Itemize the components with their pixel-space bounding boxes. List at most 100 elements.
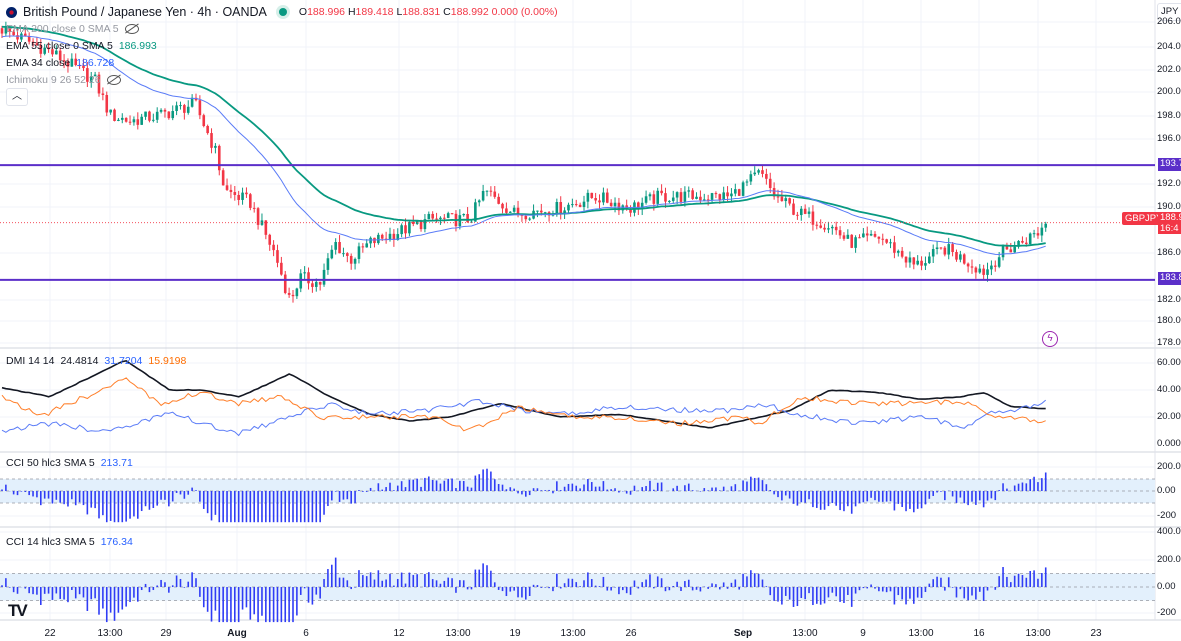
candle-body [737,189,741,196]
cci14-legend[interactable]: CCI 14 hlc3 SMA 5 176.34 [6,536,133,548]
ema55-legend[interactable]: EMA 55 close 0 SMA 5 186.993 [6,40,157,52]
candle-body [838,230,842,236]
candle-body [854,237,857,248]
candle-body [831,226,834,229]
candle-body [598,200,601,203]
cci50-legend[interactable]: CCI 50 hlc3 SMA 5 213.71 [6,457,133,469]
candle-body [144,111,147,117]
ichimoku-legend[interactable]: Ichimoku 9 26 52 26 [6,74,121,86]
candle-body [753,172,757,175]
candle-body [935,247,939,250]
candle-body [322,269,326,285]
candle-body [990,265,993,270]
dmi-legend[interactable]: DMI 14 14 24.4814 31.7204 15.9198 [6,355,187,367]
ema200-legend[interactable]: EMA 200 close 0 SMA 5 [6,23,139,35]
candle-body [369,237,372,244]
candle-body [326,258,330,270]
candle-body [489,190,493,192]
candle-body [132,119,136,123]
hidden-eye-icon[interactable] [106,75,121,85]
price-tick: 204.0 [1157,41,1181,52]
dmi-tick: 60.00 [1157,357,1181,368]
candle-body [396,234,400,240]
candle-body [726,192,729,197]
candle-body [586,192,590,202]
candle-body [551,214,555,216]
candle-body [287,292,291,295]
cci50-tick: 0.00 [1157,485,1176,496]
candle-body [124,117,128,122]
candle-body [1028,233,1032,245]
candle-body [171,111,175,119]
candle-body [299,273,303,289]
candle-body [66,61,70,67]
candle-body [431,213,434,219]
candle-body [702,199,706,201]
time-tick: 9 [860,628,866,639]
candle-body [31,41,35,44]
candle-body [190,97,194,107]
cci14-tick: -200 [1157,607,1177,618]
candle-body [877,236,881,239]
candle-body [338,242,341,254]
time-tick: 16 [973,628,985,639]
candle-body [241,192,244,200]
ema34-legend[interactable]: EMA 34 close 186.728 [6,57,115,69]
candle-body [1001,245,1005,258]
candle-body [640,202,644,210]
candle-body [221,170,225,186]
candle-body [82,65,85,69]
candle-body [12,31,15,36]
candle-body [159,109,163,112]
collapse-legend-button[interactable]: ︿ [6,88,28,106]
candle-body [380,234,384,239]
time-tick: 13:00 [1025,628,1051,639]
candle-body [671,197,675,201]
candle-body [334,242,337,250]
candle-body [827,228,830,230]
candle-body [183,105,186,113]
candle-body [889,242,892,244]
price-tick: 178.0 [1157,337,1181,348]
dmi-tick: 20.00 [1157,411,1181,422]
candle-body [834,226,838,231]
candle-body [807,211,811,214]
candle-body [621,205,625,211]
market-status-icon[interactable] [278,8,287,16]
currency-button[interactable]: JPY [1157,3,1181,21]
tradingview-logo[interactable]: TV [8,601,28,620]
candle-body [951,244,954,252]
candle-body [540,210,543,213]
time-tick: 22 [44,628,56,639]
candle-body [446,213,450,218]
time-tick: 12 [393,628,405,639]
candle-body [730,193,733,197]
candle-body [408,221,411,234]
candle-body [904,256,908,263]
candle-body [20,33,23,40]
candle-body [411,221,415,224]
candle-body [272,244,275,251]
candle-body [35,43,39,46]
lightning-icon[interactable]: ϟ [1042,331,1058,347]
candle-body [1021,240,1024,243]
candle-body [955,251,958,260]
time-tick: 26 [625,628,637,639]
candle-body [652,194,656,204]
candle-body [629,208,632,213]
candle-body [1013,246,1016,253]
candle-body [237,194,240,200]
candle-body [1005,245,1009,250]
candle-body [128,121,132,123]
candle-body [89,76,93,82]
hidden-eye-icon[interactable] [124,24,139,34]
candle-body [637,202,640,210]
candle-body [136,119,140,125]
time-tick: 13:00 [792,628,818,639]
symbol-title[interactable]: British Pound / Japanese Yen · 4h · OAND… [23,5,267,19]
candle-body [664,193,667,202]
candle-body [392,233,396,240]
candle-body [1032,233,1036,235]
candle-body [819,225,822,228]
